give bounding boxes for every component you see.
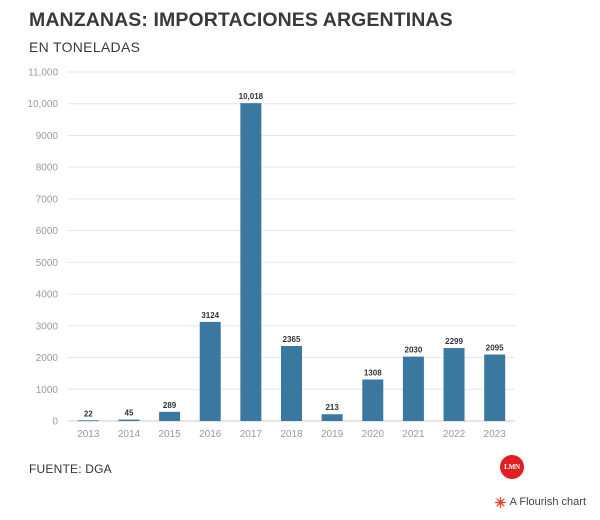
- data-label: 289: [163, 401, 177, 410]
- x-tick-label: 2016: [199, 429, 222, 440]
- y-tick-label: 2000: [36, 353, 59, 364]
- y-axis: 0 1000 2000 3000 4000 5000 6000 7000 8000 9000 10,…: [27, 68, 58, 428]
- bar[interactable]: [118, 419, 140, 421]
- y-tick-label: 5000: [36, 258, 59, 269]
- bar-chart: 0 1000 2000 3000 4000 5000 6000 7000 8000 9000 10,…: [27, 68, 515, 440]
- data-labels: 22 45 289 3124 10,018 2365 213 1308 2030 2299 2095: [84, 92, 504, 418]
- data-label: 1308: [364, 369, 382, 378]
- chart-subtitle: EN TONELADAS: [29, 39, 141, 55]
- data-label: 3124: [201, 311, 219, 320]
- data-label: 213: [325, 403, 339, 412]
- y-tick-label: 0: [52, 417, 58, 428]
- y-tick-label: 7000: [36, 194, 59, 205]
- x-tick-label: 2015: [158, 429, 181, 440]
- y-tick-label: 3000: [36, 321, 59, 332]
- data-label: 45: [125, 409, 134, 418]
- bar[interactable]: [321, 414, 343, 421]
- logo-text: LMN: [504, 463, 520, 471]
- bars: [77, 103, 506, 422]
- bar[interactable]: [199, 321, 221, 421]
- data-label: 10,018: [239, 92, 264, 101]
- bar[interactable]: [159, 411, 181, 421]
- x-tick-label: 2020: [362, 429, 385, 440]
- y-tick-label: 4000: [36, 290, 59, 301]
- x-tick-label: 2013: [77, 429, 100, 440]
- y-tick-label: 11,000: [28, 68, 58, 79]
- data-label: 2095: [486, 344, 504, 353]
- x-tick-label: 2019: [321, 429, 344, 440]
- y-tick-label: 6000: [36, 226, 59, 237]
- y-tick-label: 10,000: [27, 99, 58, 110]
- lmn-logo[interactable]: LMN: [500, 455, 524, 479]
- x-tick-label: 2017: [240, 429, 263, 440]
- flourish-icon: [494, 496, 506, 508]
- x-tick-label: 2021: [402, 429, 425, 440]
- y-tick-label: 1000: [36, 385, 59, 396]
- flourish-label: A Flourish chart: [509, 496, 586, 508]
- data-label: 2030: [405, 346, 423, 355]
- bar[interactable]: [77, 420, 99, 422]
- bar[interactable]: [484, 354, 506, 421]
- bar[interactable]: [281, 345, 302, 421]
- x-tick-label: 2018: [280, 429, 303, 440]
- chart-title: MANZANAS: IMPORTACIONES ARGENTINAS: [29, 9, 453, 31]
- gridlines: [68, 71, 515, 422]
- y-tick-label: 9000: [36, 131, 59, 142]
- data-label: 2365: [283, 335, 301, 344]
- y-tick-label: 8000: [36, 163, 59, 174]
- source-note: FUENTE: DGA: [29, 462, 112, 476]
- x-tick-label: 2022: [443, 429, 466, 440]
- bar[interactable]: [240, 103, 262, 421]
- x-tick-label: 2014: [118, 429, 141, 440]
- bar[interactable]: [402, 356, 424, 421]
- x-tick-label: 2023: [484, 429, 507, 440]
- flourish-credit-link[interactable]: A Flourish chart: [494, 496, 586, 508]
- bar[interactable]: [443, 348, 465, 421]
- data-label: 22: [84, 409, 93, 418]
- x-axis: 2013 2014 2015 2016 2017 2018 2019 2020 2021 2022…: [77, 429, 506, 440]
- data-label: 2299: [445, 337, 463, 346]
- bar[interactable]: [362, 379, 384, 421]
